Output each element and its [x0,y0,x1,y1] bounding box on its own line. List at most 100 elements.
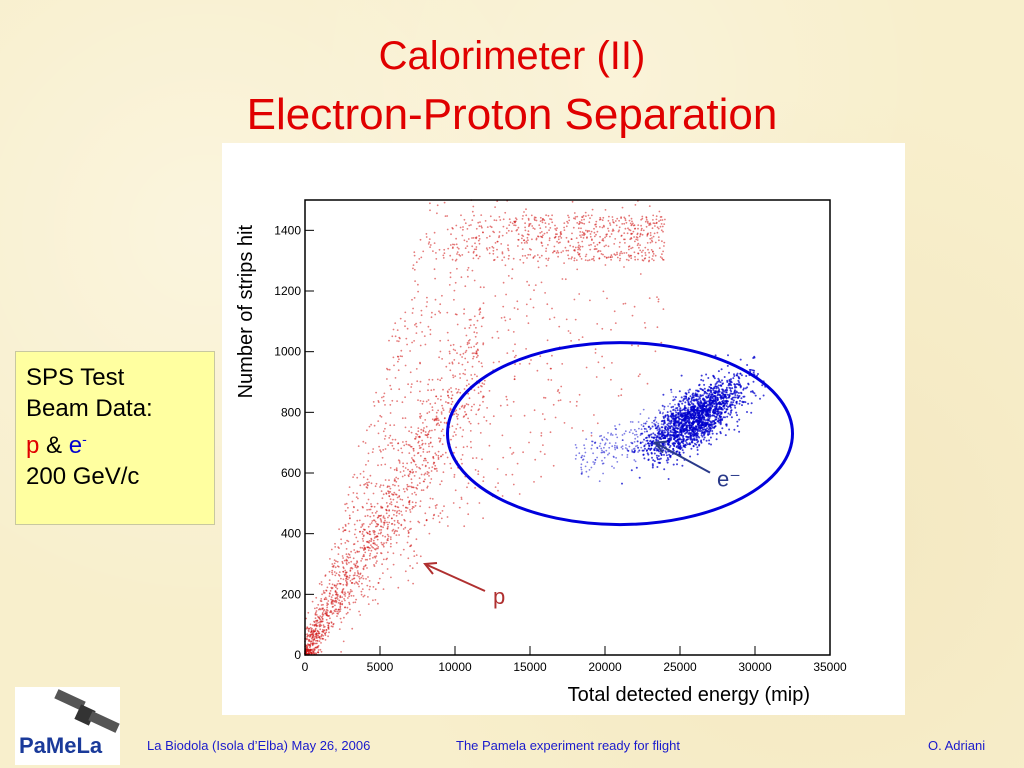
proton-point [620,394,623,397]
info-line4: 200 GeV/c [26,463,140,490]
proton-point [599,218,602,221]
proton-point [548,237,551,240]
proton-point [386,378,388,380]
proton-point [646,222,649,224]
proton-point [471,352,474,355]
electron-point [669,402,671,405]
electron-point [707,425,710,428]
electron-point [713,422,716,425]
proton-point [425,425,428,428]
proton-point [472,237,475,239]
proton-point [393,424,396,426]
electron-point [675,451,678,453]
electron-point [742,400,745,403]
proton-point [374,520,377,523]
proton-point [318,582,321,585]
proton-point [473,373,476,376]
proton-point [379,449,381,451]
proton-point [517,226,520,229]
proton-point [573,249,576,251]
proton-point [587,259,589,262]
proton-point [540,241,543,244]
proton-point [322,631,325,634]
proton-point [478,242,481,245]
proton-point [633,251,636,254]
proton-point [413,297,416,299]
proton-point [334,542,336,545]
proton-point [575,405,578,407]
electron-point [646,430,648,433]
electron-point [709,414,712,417]
proton-point [346,611,349,614]
proton-point [318,608,320,611]
proton-point [449,244,452,246]
proton-point [459,226,462,229]
electron-point [664,435,667,438]
proton-point [517,245,519,247]
y-tick-label: 400 [281,527,301,541]
proton-point [312,633,314,636]
electron-point [681,464,684,467]
proton-point [450,233,452,236]
proton-point [362,577,365,580]
electron-point [679,426,682,429]
e-arrow-head [653,440,668,454]
proton-point [316,632,318,635]
proton-point [436,378,439,381]
proton-point [383,522,386,525]
electron-point [682,414,684,416]
proton-point [638,246,640,249]
proton-point [344,569,347,572]
electron-point [686,415,689,418]
electron-point [656,436,659,438]
proton-point [539,216,542,219]
electron-point [683,405,686,407]
proton-point [322,603,324,606]
proton-point [370,538,373,541]
proton-point [657,298,660,301]
proton-point [473,403,475,406]
proton-point [652,219,654,221]
electron-point [657,455,660,457]
electron-point [586,461,589,464]
proton-point [347,493,350,496]
proton-point [614,254,617,256]
proton-point [539,220,542,222]
proton-point [415,554,418,556]
electron-point [696,430,699,433]
electron-point [660,438,663,441]
proton-point [339,608,342,610]
electron-point [639,413,642,415]
electron-point [753,355,756,358]
proton-point [467,482,470,485]
electron-point [700,374,703,377]
electron-point [664,427,667,430]
proton-point [649,223,652,226]
electron-point [725,423,728,426]
proton-point [368,540,371,542]
proton-point [429,244,432,246]
proton-point [332,623,335,626]
electron-point [729,387,732,390]
proton-point [311,644,314,647]
proton-point [385,512,388,515]
electron-point [704,413,707,416]
proton-point [467,403,470,406]
proton-point [593,235,596,238]
proton-point [454,281,457,284]
proton-point [396,519,399,522]
proton-point [385,541,388,544]
proton-point [442,434,445,437]
proton-point [467,266,470,269]
proton-point [434,468,436,470]
proton-point [610,328,612,331]
proton-point [589,217,591,219]
proton-point [595,225,598,228]
proton-point [358,580,361,583]
proton-point [661,240,663,243]
proton-point [430,478,433,480]
proton-point [509,446,512,449]
proton-point [472,257,475,260]
proton-point [479,390,482,393]
proton-point [401,417,404,420]
